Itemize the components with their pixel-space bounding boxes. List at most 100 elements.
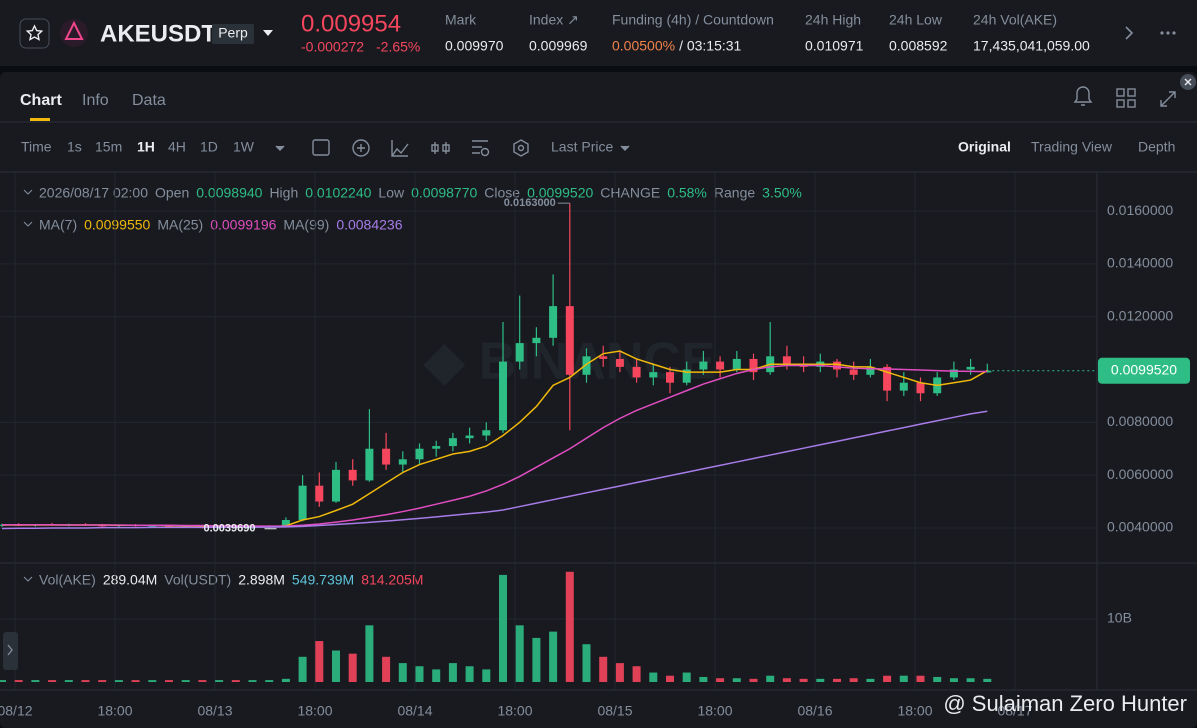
volume-bar xyxy=(582,644,591,682)
y-tick-label: 0.0160000 xyxy=(1107,202,1173,218)
fullscreen-icon[interactable] xyxy=(1160,91,1176,107)
info-item: High xyxy=(269,185,298,201)
volume-bar xyxy=(866,678,875,682)
info-item: Vol(AKE) xyxy=(39,572,96,588)
volume-bar xyxy=(749,678,758,682)
more-menu[interactable] xyxy=(1160,31,1176,35)
volume-bar xyxy=(949,678,958,682)
favorite-button[interactable] xyxy=(19,18,50,49)
info-item: 549.739M xyxy=(292,572,354,588)
volume-bar xyxy=(615,663,624,682)
candle-body xyxy=(499,361,507,431)
collapse-arrow xyxy=(23,221,33,227)
ma-line xyxy=(1,410,988,530)
candle-body xyxy=(599,356,608,359)
info-item: 289.04M xyxy=(103,572,157,588)
last-price-label: 0.0099520 xyxy=(1111,361,1177,377)
candle-body xyxy=(281,520,290,527)
interval[interactable]: 1s xyxy=(67,139,82,155)
volume-bar xyxy=(766,675,775,682)
y-tick-label: 0.0080000 xyxy=(1107,413,1173,429)
tab[interactable]: Data xyxy=(132,92,166,109)
volume-bar xyxy=(966,678,975,682)
star-icon xyxy=(25,24,44,41)
watermark: @ Sulaiman Zero Hunter xyxy=(943,691,1187,716)
candle-body xyxy=(148,525,157,527)
tool-icons[interactable] xyxy=(275,139,630,157)
scroll-right[interactable] xyxy=(1125,26,1134,40)
interval[interactable]: 1H xyxy=(137,139,155,155)
volume-bar xyxy=(348,653,357,682)
price-type[interactable]: Last Price xyxy=(551,139,613,155)
last-price: 0.009954 xyxy=(301,10,401,37)
volume-bar xyxy=(382,656,391,682)
perp-badge xyxy=(212,24,254,44)
layout-icon[interactable] xyxy=(1116,88,1136,108)
ticker-bar xyxy=(0,0,1197,66)
interval[interactable]: 1D xyxy=(200,139,218,155)
tab[interactable]: Chart xyxy=(20,92,62,109)
info-item: Range xyxy=(714,185,755,201)
view-option[interactable]: Original xyxy=(958,139,1011,155)
volume-bar xyxy=(983,678,992,682)
candle-body xyxy=(98,525,107,527)
symbol-dropdown[interactable] xyxy=(263,30,273,36)
view-option[interactable]: Depth xyxy=(1138,139,1175,155)
low-label: 0.0039690 xyxy=(204,523,256,535)
stat-value: 0.009970 xyxy=(445,38,504,54)
candle-body xyxy=(482,430,491,436)
volume-bar xyxy=(515,625,524,682)
volume-bar xyxy=(565,571,574,682)
info-item: 2026/08/17 02:00 xyxy=(39,185,148,201)
candle-body xyxy=(833,361,841,370)
candle-body xyxy=(916,382,925,394)
last-price-tag xyxy=(1098,357,1190,384)
interval[interactable]: 4H xyxy=(168,139,186,155)
chart-panel xyxy=(0,72,1197,728)
collapse-arrow xyxy=(23,576,33,582)
price-change-pct: -2.65% xyxy=(376,39,420,55)
info-item: 0.58% xyxy=(667,185,707,201)
info-item: MA(7) xyxy=(39,217,77,233)
interval[interactable]: 1W xyxy=(233,139,255,155)
stat-label: Mark xyxy=(445,12,477,28)
candle-body xyxy=(866,366,875,375)
x-tick-label: 18:00 xyxy=(897,703,932,719)
volume-bar xyxy=(248,680,257,682)
volume-bar xyxy=(833,678,841,682)
interval[interactable]: 15m xyxy=(95,139,122,155)
volume-bar xyxy=(81,680,90,682)
info-item: 0.0098940 xyxy=(196,185,262,201)
volume-bar xyxy=(148,680,157,682)
volume-bar xyxy=(699,676,708,682)
volume-bar xyxy=(649,672,658,682)
candle-body xyxy=(716,361,725,370)
x-tick-label: 18:00 xyxy=(497,703,532,719)
volume-bar xyxy=(98,680,107,682)
y-tick-label: 0.0140000 xyxy=(1107,255,1173,271)
x-tick-label: 18:00 xyxy=(97,703,132,719)
volume-bar xyxy=(231,680,240,682)
ma-line xyxy=(2,364,988,527)
info-item: 3.50% xyxy=(762,185,802,201)
y-tick-label: 0.0120000 xyxy=(1107,307,1173,323)
stat-value: 0.010971 xyxy=(805,38,864,54)
candle-body xyxy=(849,369,858,375)
volume-bar xyxy=(265,680,274,682)
collapse-arrow xyxy=(23,189,33,195)
tab-indicator xyxy=(30,118,50,121)
volume-bar xyxy=(916,675,925,682)
candle-body xyxy=(315,485,324,502)
info-item: CHANGE xyxy=(600,185,660,201)
stat-label: 24h Vol(AKE) xyxy=(973,12,1057,28)
tab[interactable]: Info xyxy=(82,92,109,109)
candle-body xyxy=(448,438,457,447)
candle-body xyxy=(582,356,591,375)
candle-body xyxy=(649,372,658,378)
volume-bar xyxy=(599,656,608,682)
alert-icon[interactable] xyxy=(1073,86,1093,106)
view-option[interactable]: Trading View xyxy=(1031,139,1113,155)
candle-body xyxy=(332,469,340,502)
